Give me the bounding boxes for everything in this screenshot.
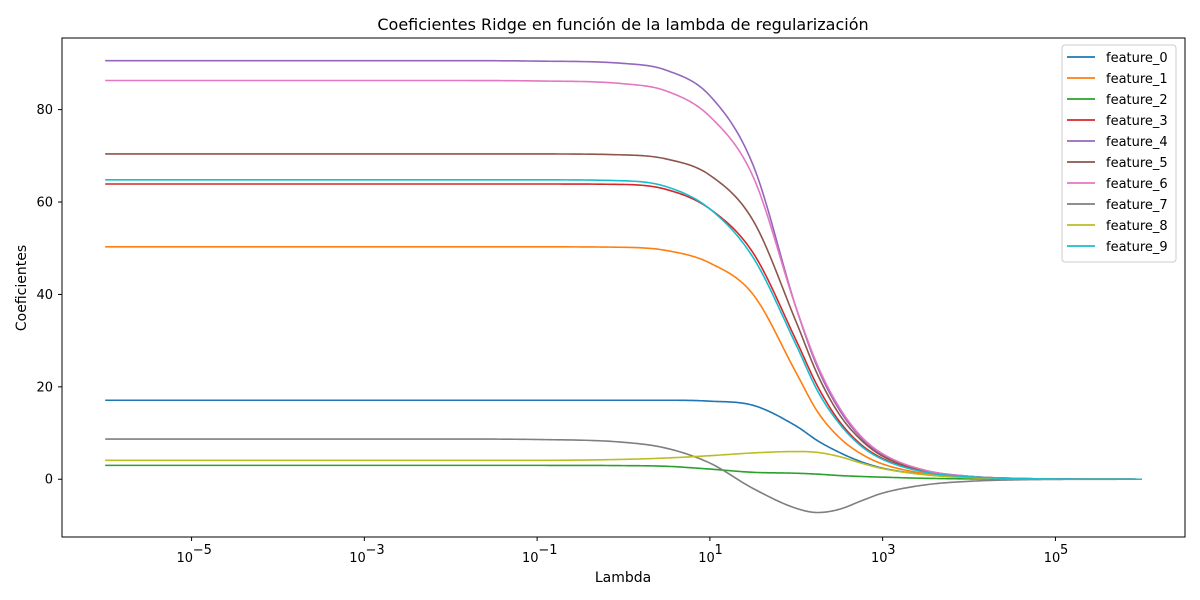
- x-tick-exponent: 1: [714, 543, 722, 558]
- x-tick-exponent: −5: [193, 543, 212, 558]
- y-tick-label: 0: [45, 473, 53, 488]
- x-tick-exponent: −1: [538, 543, 557, 558]
- x-axis-label: Lambda: [595, 570, 651, 586]
- legend-label-feature_2: feature_2: [1106, 93, 1168, 108]
- chart-title: Coeficientes Ridge en función de la lamb…: [377, 15, 868, 34]
- legend: feature_0 feature_1 feature_2 feature_3feat…: [1061, 44, 1177, 263]
- legend-label-feature_0: feature_0: [1106, 51, 1168, 66]
- y-tick-label: 80: [36, 103, 53, 118]
- legend-label-feature_5: feature_5: [1106, 156, 1168, 171]
- legend-label-feature_7: feature_7: [1106, 198, 1168, 213]
- legend-label-feature_4: feature_4: [1106, 135, 1168, 150]
- series-line-feature_9: [105, 179, 1142, 481]
- y-tick-label: 40: [36, 288, 53, 303]
- x-tick-label: 10: [177, 551, 194, 566]
- series-line-feature_7: [105, 438, 1142, 514]
- x-tick-label: 10: [698, 551, 715, 566]
- legend-label-feature_9: feature_9: [1106, 240, 1168, 255]
- y-axis-label: Coeficientes: [14, 245, 30, 331]
- legend-label-feature_8: feature_8: [1106, 219, 1168, 234]
- y-tick-label: 20: [36, 380, 53, 395]
- plot-area: [105, 59, 1142, 514]
- legend-label-feature_3: feature_3: [1106, 114, 1168, 129]
- x-tick-label: 10: [522, 551, 539, 566]
- legend-label-feature_6: feature_6: [1106, 177, 1168, 192]
- x-tick-label: 10: [1044, 551, 1061, 566]
- x-tick-exponent: 3: [887, 543, 895, 558]
- x-tick-exponent: −3: [366, 543, 385, 558]
- axes-frame: [61, 37, 1186, 538]
- x-tick-exponent: 5: [1060, 543, 1068, 558]
- x-tick-label: 10: [349, 551, 366, 566]
- legend-label-feature_1: feature_1: [1106, 72, 1168, 87]
- y-tick-label: 60: [36, 196, 53, 211]
- x-tick-label: 10: [871, 551, 888, 566]
- y-axis: 0 20 40 60 80: [36, 103, 62, 488]
